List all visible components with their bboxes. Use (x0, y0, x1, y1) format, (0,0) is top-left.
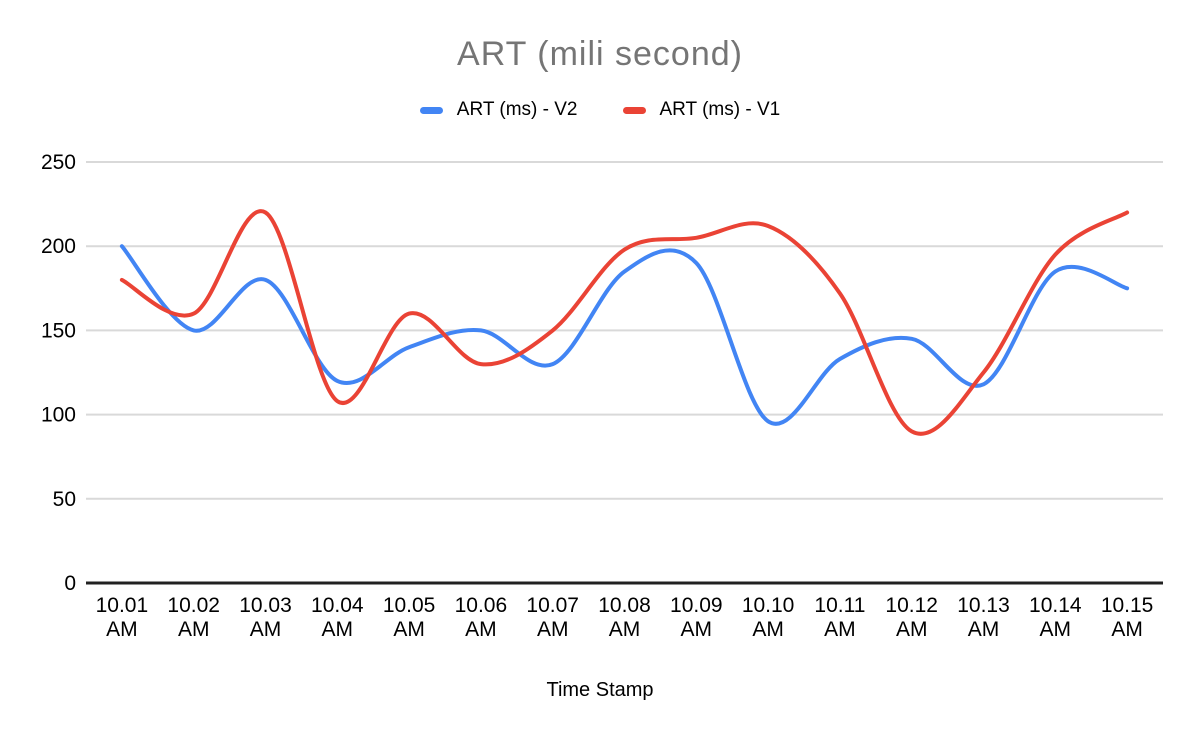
y-tick-label: 250 (41, 151, 76, 174)
x-tick-label: 10.08 AM (598, 594, 651, 641)
x-tick-label: 10.06 AM (455, 594, 508, 641)
y-tick-label: 150 (41, 319, 76, 342)
x-tick-label: 10.05 AM (383, 594, 436, 641)
x-tick-label: 10.03 AM (239, 594, 292, 641)
legend: ART (ms) - V2 ART (ms) - V1 (0, 99, 1200, 121)
x-tick-label: 10.15 AM (1101, 594, 1154, 641)
x-tick-label: 10.09 AM (670, 594, 723, 641)
x-tick-label: 10.14 AM (1029, 594, 1082, 641)
x-tick-label: 10.01 AM (96, 594, 149, 641)
legend-item-v1: ART (ms) - V1 (622, 99, 781, 121)
y-tick-label: 200 (41, 235, 76, 258)
x-tick-label: 10.04 AM (311, 594, 364, 641)
legend-label-v1: ART (ms) - V1 (659, 99, 781, 120)
series-line-v1 (119, 209, 1130, 436)
legend-label-v2: ART (ms) - V2 (456, 99, 578, 120)
legend-item-v2: ART (ms) - V2 (419, 99, 578, 121)
x-tick-label: 10.02 AM (167, 594, 220, 641)
y-tick-label: 0 (64, 572, 76, 595)
x-axis-title: Time Stamp (546, 679, 654, 701)
chart-title: ART (mili second) (457, 35, 743, 73)
legend-swatch-v1 (622, 106, 646, 114)
y-tick-label: 100 (41, 404, 76, 427)
x-tick-label: 10.12 AM (885, 594, 938, 641)
y-tick-label: 50 (53, 488, 76, 511)
x-tick-label: 10.07 AM (526, 594, 579, 641)
series-line-v2 (119, 244, 1130, 426)
x-tick-label: 10.10 AM (742, 594, 795, 641)
x-tick-label: 10.13 AM (957, 594, 1010, 641)
x-tick-label: 10.11 AM (814, 594, 865, 641)
legend-swatch-v2 (419, 106, 443, 114)
